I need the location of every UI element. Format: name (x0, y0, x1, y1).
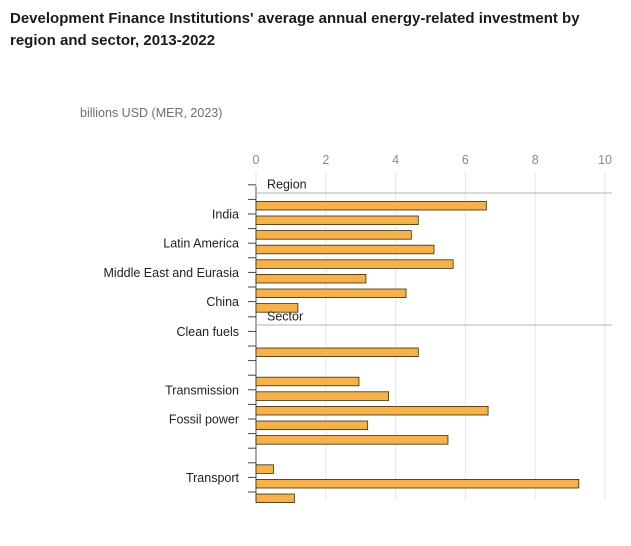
bar (255, 215, 419, 226)
x-tick-label: 0 (253, 153, 260, 167)
bar (255, 259, 454, 269)
category-label: Transport (186, 471, 240, 485)
bar (255, 435, 449, 445)
chart-title: Development Finance Institutions' averag… (10, 10, 580, 49)
category-label: Middle East and Eurasia (104, 266, 240, 280)
bar (255, 420, 369, 431)
bar (255, 391, 390, 401)
bar (255, 303, 299, 313)
bar (255, 493, 295, 504)
x-tick-label: 2 (322, 153, 329, 167)
bar (255, 288, 407, 299)
bar (255, 376, 360, 387)
category-label: Clean fuels (176, 325, 239, 339)
unit-label: billions USD (MER, 2023) (80, 106, 223, 120)
bar (255, 230, 412, 240)
x-tick-label: 6 (462, 153, 469, 167)
category-label: Transmission (165, 383, 239, 397)
section-header: Sector (267, 310, 303, 324)
bar (255, 244, 435, 255)
category-label: China (206, 295, 239, 309)
x-tick-label: 8 (532, 153, 539, 167)
bar (255, 273, 367, 284)
section-header: Region (267, 178, 307, 192)
x-tick-label: 10 (598, 153, 612, 167)
bar (255, 200, 487, 211)
bar (255, 478, 580, 489)
bar (255, 464, 274, 474)
bar (255, 347, 419, 358)
x-tick-label: 4 (392, 153, 399, 167)
bar (255, 405, 489, 416)
category-label: Latin America (163, 237, 239, 251)
category-label: Fossil power (169, 413, 239, 427)
category-label: India (212, 208, 239, 222)
